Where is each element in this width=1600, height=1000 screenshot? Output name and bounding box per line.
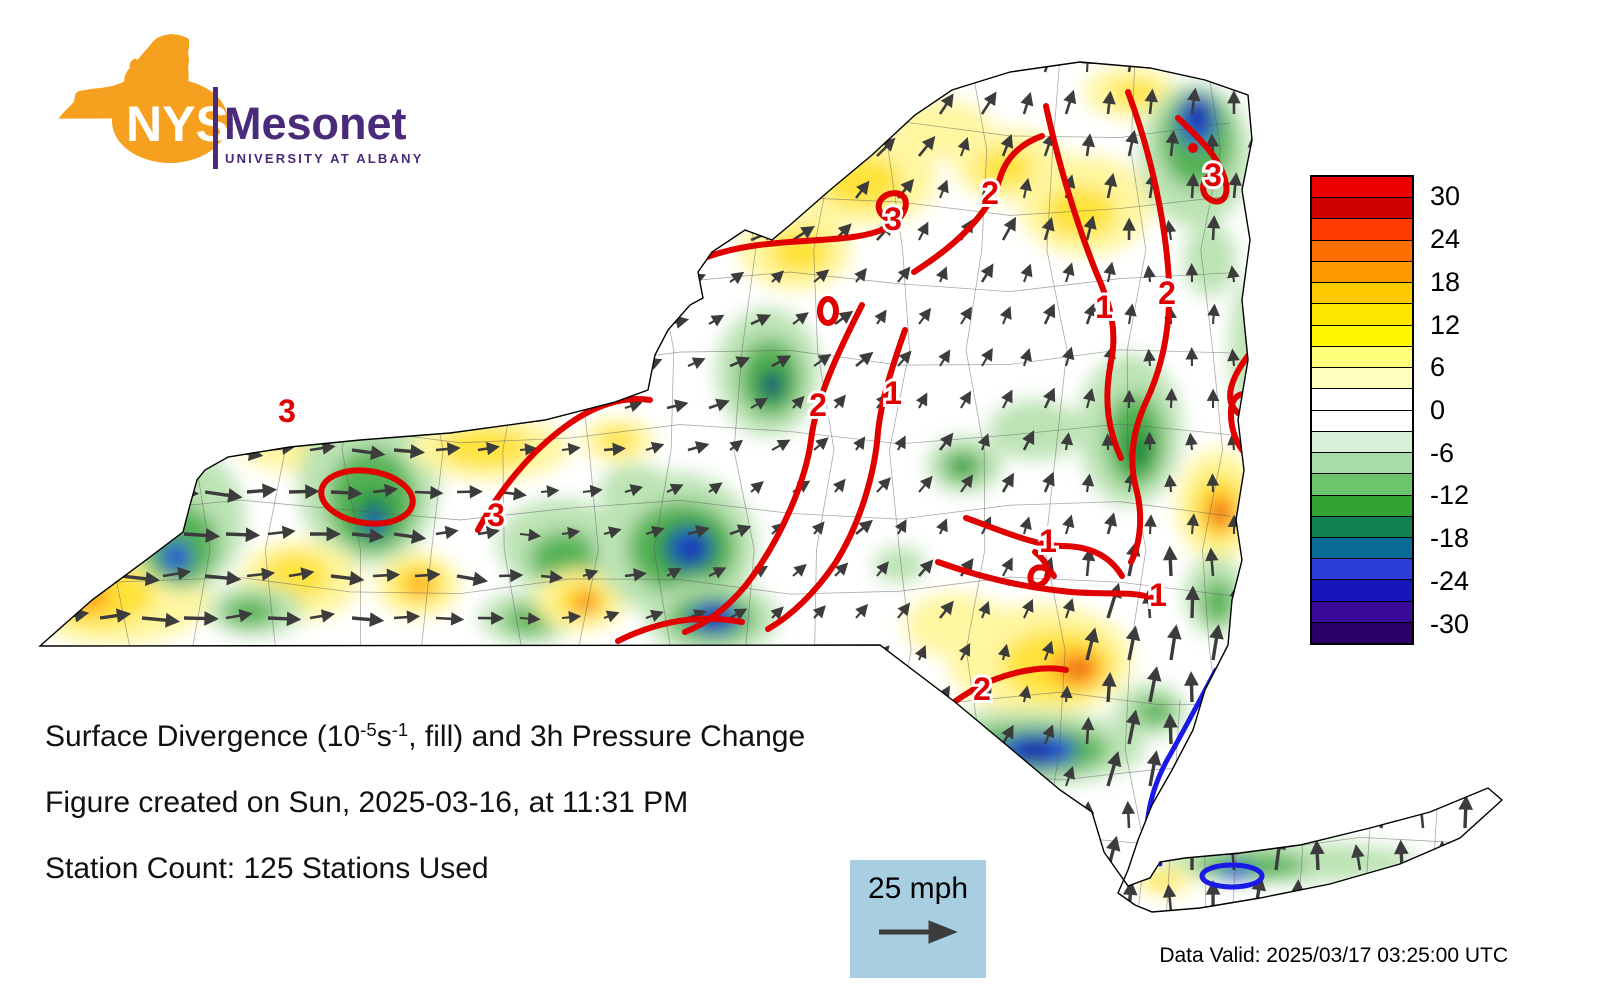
- wind-scale-arrow-icon: [879, 920, 958, 944]
- data-valid-text: Data Valid: 2025/03/17 03:25:00 UTC: [1159, 944, 1508, 967]
- colorbar-tick-label: -24: [1430, 565, 1470, 596]
- contour-label: 1: [884, 375, 902, 411]
- title-superscript: -1: [391, 718, 409, 740]
- colorbar-segments: [1310, 175, 1414, 645]
- contour-label: 1: [1095, 289, 1113, 325]
- contour-label: 2: [809, 387, 827, 423]
- title-part: Surface Divergence (10: [45, 720, 361, 753]
- colorbar-segment: [1312, 261, 1412, 284]
- colorbar-tick-label: 0: [1430, 395, 1446, 425]
- colorbar-segment: [1312, 516, 1412, 538]
- colorbar-segment: [1312, 325, 1412, 347]
- colorbar-tick-label: 12: [1430, 309, 1461, 340]
- figure-created-text: Figure created on Sun, 2025-03-16, at 11…: [45, 786, 689, 819]
- colorbar-segment: [1312, 580, 1412, 602]
- colorbar-segment: [1312, 304, 1412, 326]
- colorbar: 30 24 18 12 6 0 -6 -12 -18 -24 -30: [1310, 175, 1469, 645]
- colorbar-segment: [1312, 622, 1412, 644]
- contour-label: 2: [973, 671, 991, 707]
- contour-label: 1: [1149, 577, 1167, 613]
- contour-label: 1: [1039, 523, 1057, 559]
- station-count-text: Station Count: 125 Stations Used: [45, 852, 489, 885]
- colorbar-segment: [1312, 219, 1412, 241]
- contour-label: 3: [884, 201, 902, 237]
- logo-nys-text: NYS: [126, 96, 229, 152]
- colorbar-tick-label: -6: [1430, 437, 1455, 468]
- colorbar-tick-label: 24: [1430, 224, 1461, 255]
- logo-university-text: UNIVERSITY AT ALBANY: [225, 151, 424, 166]
- contour-label: 2: [981, 175, 999, 211]
- colorbar-tick-label: -12: [1430, 480, 1470, 511]
- ny-state-logo-shape: [58, 33, 228, 163]
- logo-mesonet-text: Mesonet: [224, 98, 407, 149]
- colorbar-segment: [1312, 495, 1412, 517]
- figure-title: Surface Divergence (10-5s-1, fill) and 3…: [45, 718, 806, 754]
- contour-label: 2: [1158, 275, 1176, 311]
- colorbar-segment: [1312, 537, 1412, 560]
- wind-scale-legend: 25 mph: [850, 860, 986, 978]
- title-part: s: [376, 720, 392, 753]
- title-superscript: -5: [360, 718, 377, 740]
- colorbar-segment: [1312, 410, 1412, 432]
- nys-mesonet-logo: NYS Mesonet UNIVERSITY AT ALBANY: [58, 33, 424, 169]
- colorbar-segment: [1312, 240, 1412, 262]
- logo-divider: [213, 87, 218, 169]
- colorbar-segment: [1312, 601, 1412, 623]
- colorbar-segment: [1312, 474, 1412, 496]
- colorbar-segment: [1312, 431, 1412, 454]
- contour-label: 3: [487, 497, 505, 533]
- colorbar-segment: [1312, 559, 1412, 581]
- colorbar-segment: [1312, 283, 1412, 305]
- state-outline: [38, 61, 1504, 913]
- contour-label: 3: [1204, 157, 1222, 193]
- colorbar-segment: [1312, 346, 1412, 369]
- colorbar-segment: [1312, 198, 1412, 220]
- title-part: , fill) and 3h Pressure Change: [408, 720, 806, 753]
- colorbar-segment: [1312, 453, 1412, 475]
- contour-label: 3: [278, 393, 296, 429]
- colorbar-tick-label: 6: [1430, 352, 1446, 383]
- colorbar-labels: 30 24 18 12 6 0 -6 -12 -18 -24 -30: [1430, 175, 1510, 645]
- colorbar-tick-label: 30: [1430, 181, 1461, 212]
- wind-scale-label: 25 mph: [867, 872, 969, 905]
- colorbar-segment: [1312, 177, 1412, 199]
- colorbar-tick-label: 18: [1430, 266, 1461, 297]
- colorbar-segment: [1312, 368, 1412, 390]
- colorbar-segment: [1312, 389, 1412, 411]
- contour-labels-layer: 3 2 1 2 3 3 3 2 1 1 1 2: [275, 154, 1225, 710]
- colorbar-tick-label: -18: [1430, 523, 1470, 554]
- colorbar-tick-label: -30: [1430, 608, 1470, 639]
